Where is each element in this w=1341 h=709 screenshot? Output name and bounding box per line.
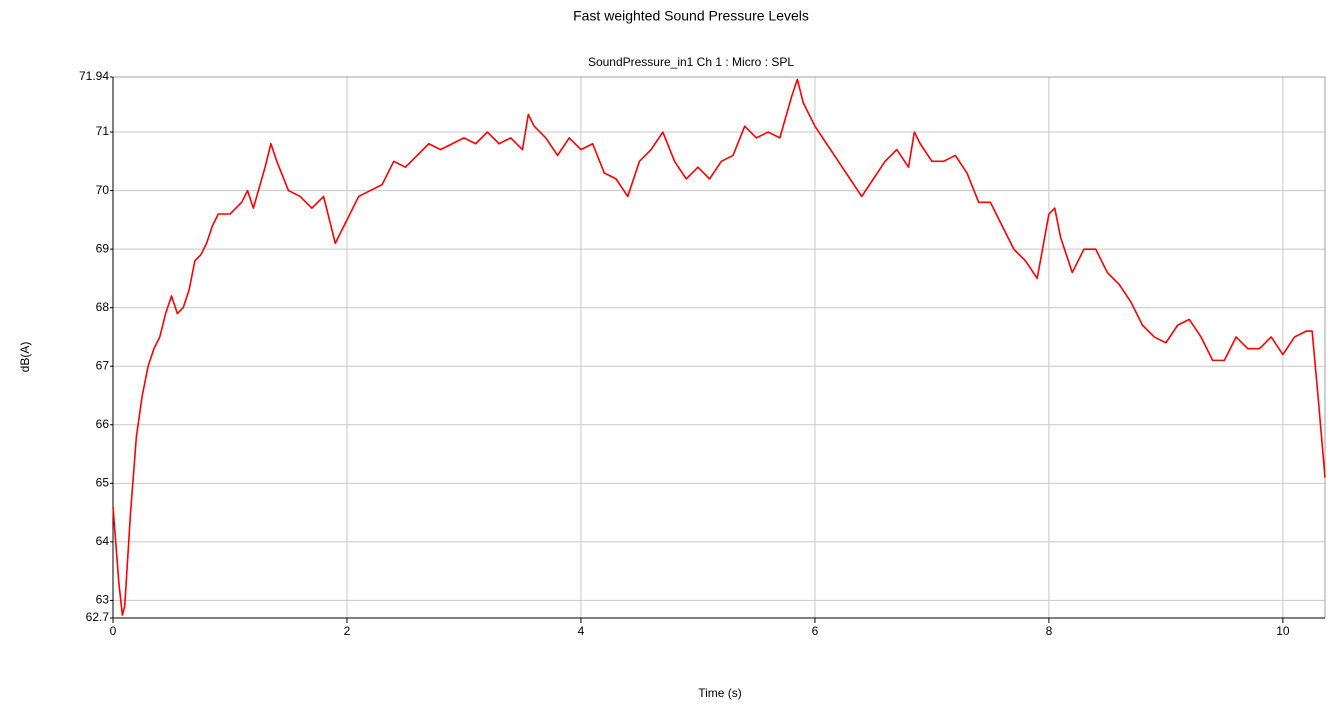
y-tick-label: 68: [96, 300, 110, 314]
y-tick-label: 71: [96, 124, 110, 138]
y-tick-label: 62.7: [86, 610, 110, 624]
y-tick-label: 69: [96, 241, 110, 255]
x-tick-label: 10: [1276, 624, 1290, 638]
y-tick-label: 66: [96, 417, 110, 431]
x-tick-label: 6: [812, 624, 819, 638]
x-tick-label: 4: [578, 624, 585, 638]
y-tick-label: 71.94: [79, 69, 109, 83]
y-tick-label: 65: [96, 476, 110, 490]
x-axis-label: Time (s): [698, 686, 742, 700]
y-tick-label: 67: [96, 358, 110, 372]
x-tick-label: 2: [344, 624, 351, 638]
y-axis-label: dB(A): [18, 342, 32, 373]
y-tick-label: 63: [96, 593, 110, 607]
data-line: [112, 78, 1326, 616]
chart-title: Fast weighted Sound Pressure Levels: [573, 8, 809, 24]
chart-subtitle: SoundPressure_in1 Ch 1 : Micro : SPL: [588, 55, 794, 69]
x-tick-label: 0: [110, 624, 117, 638]
y-tick-label: 64: [96, 534, 110, 548]
x-tick-label: 8: [1046, 624, 1053, 638]
y-tick-label: 70: [96, 183, 110, 197]
